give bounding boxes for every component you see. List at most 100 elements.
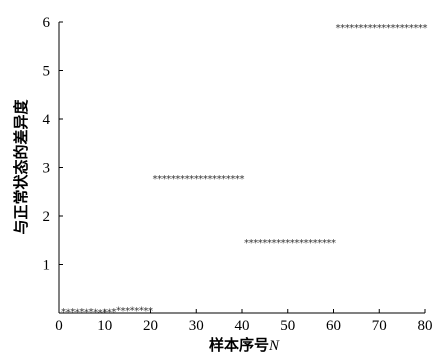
data-point: * xyxy=(266,238,272,249)
y-tick-label: 6 xyxy=(43,15,51,31)
x-tick-label: 80 xyxy=(418,318,433,334)
data-point: * xyxy=(125,306,131,317)
y-tick-label: 2 xyxy=(43,209,51,225)
data-point: * xyxy=(408,23,414,34)
data-point: * xyxy=(344,23,350,34)
y-axis-ticks: 1 2 3 4 5 6 xyxy=(43,15,63,274)
data-point: * xyxy=(120,306,126,317)
data-point: * xyxy=(115,306,121,317)
data-point: * xyxy=(367,23,373,34)
data-point: * xyxy=(212,174,218,185)
data-points: ****************************************… xyxy=(61,23,428,319)
data-point: * xyxy=(390,23,396,34)
data-point: * xyxy=(376,23,382,34)
axes xyxy=(58,22,425,314)
x-tick-label: 50 xyxy=(280,318,295,334)
data-point: * xyxy=(253,238,259,249)
x-tick-label: 10 xyxy=(97,318,112,334)
data-point: * xyxy=(317,238,323,249)
data-point: * xyxy=(152,174,158,185)
data-point: * xyxy=(61,307,67,318)
data-point: * xyxy=(65,308,71,319)
data-point: * xyxy=(207,174,213,185)
data-point: * xyxy=(372,23,378,34)
x-tick-label: 30 xyxy=(189,318,204,334)
y-tick-label: 4 xyxy=(43,112,51,128)
data-point: * xyxy=(93,308,99,319)
data-point: * xyxy=(330,238,336,249)
data-point: * xyxy=(417,23,423,34)
x-tick-label: 20 xyxy=(143,318,158,334)
data-point: * xyxy=(111,307,117,318)
data-point: * xyxy=(83,308,89,319)
data-point: * xyxy=(262,238,268,249)
data-point: * xyxy=(134,306,140,317)
data-point: * xyxy=(395,23,401,34)
y-tick-label: 5 xyxy=(43,64,51,80)
data-point: * xyxy=(271,238,277,249)
data-point: * xyxy=(404,23,410,34)
data-point: * xyxy=(143,306,149,317)
data-point: * xyxy=(363,23,369,34)
data-point: * xyxy=(285,238,291,249)
y-tick-label: 1 xyxy=(43,258,51,274)
data-point: * xyxy=(298,238,304,249)
data-point: * xyxy=(180,174,186,185)
data-point: * xyxy=(335,23,341,34)
data-point: * xyxy=(198,174,204,185)
data-point: * xyxy=(294,238,300,249)
data-point: * xyxy=(161,174,167,185)
data-point: * xyxy=(170,174,176,185)
data-point: * xyxy=(257,238,263,249)
data-point: * xyxy=(138,306,144,317)
data-point: * xyxy=(184,174,190,185)
data-point: * xyxy=(147,306,153,317)
data-point: * xyxy=(321,238,327,249)
data-point: * xyxy=(349,23,355,34)
data-point: * xyxy=(399,23,405,34)
data-point: * xyxy=(340,23,346,34)
data-point: * xyxy=(276,238,282,249)
data-point: * xyxy=(303,238,309,249)
data-point: * xyxy=(193,174,199,185)
data-point: * xyxy=(239,174,245,185)
data-point: * xyxy=(102,308,108,319)
data-point: * xyxy=(244,238,250,249)
data-point: * xyxy=(70,307,76,318)
data-point: * xyxy=(97,308,103,319)
data-point: * xyxy=(225,174,231,185)
data-point: * xyxy=(326,238,332,249)
data-point: * xyxy=(79,307,85,318)
data-point: * xyxy=(216,174,222,185)
y-axis-title: 与正常状态的差异度 xyxy=(12,99,30,235)
data-point: * xyxy=(202,174,208,185)
x-axis-title: 样本序号N xyxy=(209,336,280,354)
data-point: * xyxy=(289,238,295,249)
data-point: * xyxy=(422,23,428,34)
data-point: * xyxy=(88,307,94,318)
x-tick-label: 40 xyxy=(235,318,250,334)
data-point: * xyxy=(413,23,419,34)
data-point: * xyxy=(106,308,112,319)
data-point: * xyxy=(221,174,227,185)
data-point: * xyxy=(385,23,391,34)
data-point: * xyxy=(381,23,387,34)
data-point: * xyxy=(358,23,364,34)
data-point: * xyxy=(175,174,181,185)
data-point: * xyxy=(166,174,172,185)
data-point: * xyxy=(157,174,163,185)
data-point: * xyxy=(312,238,318,249)
data-point: * xyxy=(353,23,359,34)
x-axis-ticks: 0 10 20 30 40 50 60 70 80 xyxy=(55,309,433,334)
data-point: * xyxy=(308,238,314,249)
data-point: * xyxy=(189,174,195,185)
x-tick-label: 60 xyxy=(326,318,341,334)
x-tick-label: 70 xyxy=(372,318,387,334)
data-point: * xyxy=(280,238,286,249)
y-tick-label: 3 xyxy=(43,161,51,177)
data-point: * xyxy=(234,174,240,185)
x-tick-label: 0 xyxy=(55,318,63,334)
data-point: * xyxy=(248,238,254,249)
data-point: * xyxy=(129,306,135,317)
